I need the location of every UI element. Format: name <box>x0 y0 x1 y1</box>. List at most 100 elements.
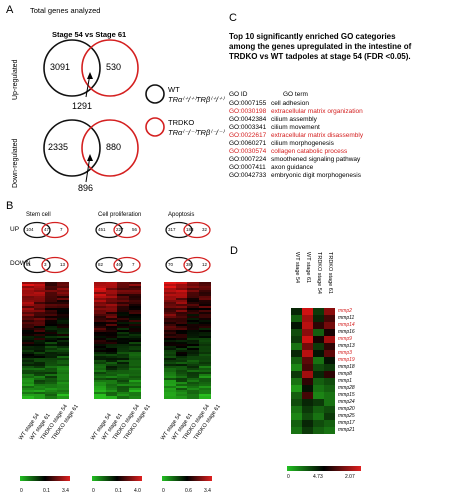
heatmap-cell <box>94 356 106 359</box>
heatmap-cell <box>187 320 199 323</box>
mini-venn-count: 70 <box>168 262 174 267</box>
heatmap-cell <box>22 356 34 359</box>
heatmap-cell <box>105 340 118 343</box>
heatmap-cell <box>94 294 106 297</box>
heatmap-cell <box>45 362 57 365</box>
heatmap-cell <box>94 390 106 393</box>
heatmap-cell <box>22 316 34 319</box>
heatmap-cell <box>128 380 141 383</box>
heatmap-d-cell <box>313 329 324 336</box>
heatmap-cell <box>45 366 57 369</box>
heatmap-cell <box>128 324 141 327</box>
heatmap-cell <box>187 314 199 317</box>
heatmap-cell <box>164 326 176 329</box>
heatmap-cell <box>22 288 34 291</box>
heatmap-cell <box>128 292 141 295</box>
heatmap-cell <box>22 348 34 351</box>
venn-up-left-count: 3091 <box>50 62 71 72</box>
mini-venn-count: 227 <box>116 227 124 232</box>
heatmap-cell <box>105 396 118 399</box>
heatmap-d-cell <box>313 357 324 364</box>
heatmap-cell <box>105 348 118 351</box>
heatmap-cell <box>22 326 34 329</box>
heatmap-d-cell <box>324 315 335 322</box>
heatmap-cell <box>164 314 176 317</box>
heatmap-cell <box>198 322 211 325</box>
heatmap-cell <box>187 370 199 373</box>
heatmap-cell <box>117 288 129 291</box>
heatmap-cell <box>187 300 199 303</box>
heatmap-d-cell <box>313 371 324 378</box>
mini-venn-count: 32 <box>202 227 208 232</box>
legend-wt-circle <box>145 84 165 104</box>
heatmap-cell <box>105 380 118 383</box>
heatmap-cell <box>105 290 118 293</box>
heatmap-cell <box>198 336 211 339</box>
heatmap-cell <box>105 338 118 341</box>
heatmap-cell <box>33 394 46 397</box>
heatmap-cell <box>56 380 69 383</box>
heatmap-cell <box>33 362 46 365</box>
heatmap-cell <box>22 394 34 397</box>
heatmap-cell <box>164 298 176 301</box>
heatmap-cell <box>117 370 129 373</box>
mini-venn-up <box>95 221 141 239</box>
heatmap-cell <box>45 310 57 313</box>
heatmap-cell <box>33 348 46 351</box>
heatmap-cell <box>175 326 188 329</box>
heatmap-cell <box>175 340 188 343</box>
go-row: GO:0007224 smoothened signaling pathway <box>229 156 451 164</box>
heatmap-cell <box>128 334 141 337</box>
heatmap-d-cell <box>302 413 313 420</box>
mini-venn-count: 12 <box>202 262 208 267</box>
heatmap-cell <box>187 318 199 321</box>
heatmap-cell <box>105 384 118 387</box>
heatmap-cell <box>175 290 188 293</box>
go-term: collagen catabolic process <box>271 148 348 155</box>
heatmap-d-cell <box>302 350 313 357</box>
heatmap-cell <box>175 392 188 395</box>
heatmap-cell <box>187 292 199 295</box>
heatmap-cell <box>187 290 199 293</box>
heatmap-cell <box>175 296 188 299</box>
heatmap-cell <box>105 360 118 363</box>
heatmap-cell <box>56 292 69 295</box>
heatmap-cell <box>22 318 34 321</box>
heatmap-cell <box>94 286 106 289</box>
heatmap-d-cell <box>302 420 313 427</box>
color-scale-bar <box>162 476 212 481</box>
gene-label: mmp2 <box>338 308 352 314</box>
heatmap-cell <box>175 318 188 321</box>
heatmap-cell <box>94 324 106 327</box>
heatmap <box>22 282 69 399</box>
heatmap-cell <box>45 292 57 295</box>
heatmap-cell <box>22 354 34 357</box>
go-term: smoothened signaling pathway <box>271 156 361 163</box>
heatmap-cell <box>117 314 129 317</box>
panel-b-container: Stem cell 104 47 7 31 3 13 WT stage 54 WT stage … <box>0 0 226 500</box>
heatmap-cell <box>175 332 188 335</box>
legend-ko-circle <box>145 117 165 137</box>
heatmap-cell <box>128 304 141 307</box>
heatmap-cell <box>117 316 129 319</box>
heatmap-cell <box>56 374 69 377</box>
heatmap-cell <box>117 296 129 299</box>
heatmap-cell <box>45 328 57 331</box>
gene-label: mmp15 <box>338 392 355 398</box>
heatmap-cell <box>105 394 118 397</box>
heatmap-cell <box>56 288 69 291</box>
heatmap-cell <box>45 282 57 285</box>
heatmap-cell <box>45 368 57 371</box>
heatmap-cell <box>198 284 211 287</box>
heatmap-cell <box>33 372 46 375</box>
heatmap-cell <box>187 366 199 369</box>
heatmap-cell <box>33 334 46 337</box>
mini-venn-wt-circle <box>95 221 123 239</box>
heatmap-cell <box>45 304 57 307</box>
heatmap-cell <box>187 296 199 299</box>
heatmap-cell <box>56 286 69 289</box>
heatmap-cell <box>128 308 141 311</box>
go-col-id-header: GO ID <box>229 91 248 98</box>
heatmap-cell <box>164 316 176 319</box>
heatmap-d-cell <box>324 322 335 329</box>
